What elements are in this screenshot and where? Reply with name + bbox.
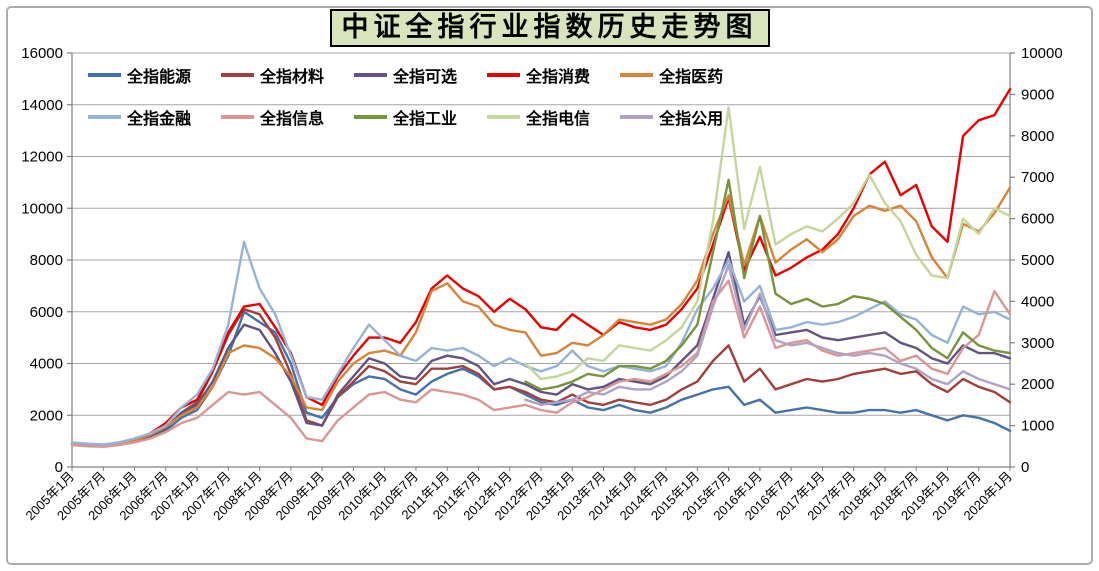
legend-line-swatch: [620, 115, 654, 119]
legend-item: 全指材料: [221, 63, 324, 87]
legend-item: 全指电信: [487, 105, 590, 129]
legend-line-swatch: [620, 73, 654, 77]
right-axis-label: 9000: [1021, 86, 1054, 103]
series-line: [70, 279, 1012, 448]
legend: 全指能源 全指材料 全指可选 全指消费 全指医药 全指金融 全指信息 全指工业 全指电信 全指公…: [88, 62, 723, 146]
legend-label: 全指医药: [659, 67, 724, 86]
legend-line-swatch: [88, 73, 121, 77]
legend-item: 全指消费: [487, 63, 590, 87]
series-line: [70, 87, 1012, 447]
legend-line-swatch: [221, 73, 255, 77]
legend-row: 全指金融 全指信息 全指工业 全指电信 全指公用: [88, 104, 723, 130]
series-line: [524, 106, 1012, 381]
series-line: [524, 264, 1012, 407]
right-axis-label: 2000: [1021, 376, 1054, 393]
legend-line-swatch: [354, 115, 388, 119]
legend-label: 全指电信: [526, 109, 591, 128]
series-line: [524, 178, 1012, 391]
left-axis-label: 4000: [30, 356, 63, 373]
legend-label: 全指消费: [526, 67, 591, 86]
right-axis-label: 0: [1021, 459, 1029, 476]
legend-item: 全指金融: [88, 105, 191, 129]
left-axis-label: 12000: [21, 149, 63, 166]
left-axis-label: 8000: [30, 252, 63, 269]
series-line: [70, 186, 1012, 447]
legend-line-swatch: [88, 115, 121, 119]
right-axis-label: 1000: [1021, 418, 1054, 435]
series-line: [70, 250, 1012, 447]
left-axis-label: 0: [55, 459, 63, 476]
right-axis-label: 3000: [1021, 335, 1054, 352]
right-axis-label: 8000: [1021, 128, 1054, 145]
legend-label: 全指金融: [127, 109, 192, 128]
legend-line-swatch: [221, 115, 255, 119]
legend-line-swatch: [487, 73, 521, 77]
legend-item: 全指工业: [354, 105, 457, 129]
legend-item: 全指医药: [620, 63, 723, 87]
left-axis-label: 2000: [30, 407, 63, 424]
right-axis-label: 6000: [1021, 211, 1054, 228]
legend-label: 全指工业: [393, 109, 458, 128]
legend-item: 全指公用: [620, 105, 723, 129]
right-axis-label: 7000: [1021, 169, 1054, 186]
legend-label: 全指材料: [260, 67, 325, 86]
right-axis-label: 5000: [1021, 252, 1054, 269]
legend-label: 全指可选: [393, 67, 458, 86]
legend-item: 全指信息: [221, 105, 324, 129]
legend-label: 全指信息: [260, 109, 325, 128]
legend-line-swatch: [354, 73, 388, 77]
series-line: [70, 240, 1012, 446]
legend-label: 全指能源: [127, 67, 192, 86]
right-axis-label: 10000: [1021, 45, 1063, 62]
left-axis-label: 10000: [21, 200, 63, 217]
left-axis-label: 6000: [30, 304, 63, 321]
left-axis-label: 14000: [21, 97, 63, 114]
left-axis-label: 16000: [21, 45, 63, 62]
chart-title: 中证全指行业指数历史走势图: [329, 9, 770, 48]
legend-item: 全指能源: [88, 63, 191, 87]
right-axis-label: 4000: [1021, 293, 1054, 310]
legend-line-swatch: [487, 115, 521, 119]
legend-row: 全指能源 全指材料 全指可选 全指消费 全指医药: [88, 62, 723, 88]
legend-label: 全指公用: [659, 109, 724, 128]
legend-item: 全指可选: [354, 63, 457, 87]
